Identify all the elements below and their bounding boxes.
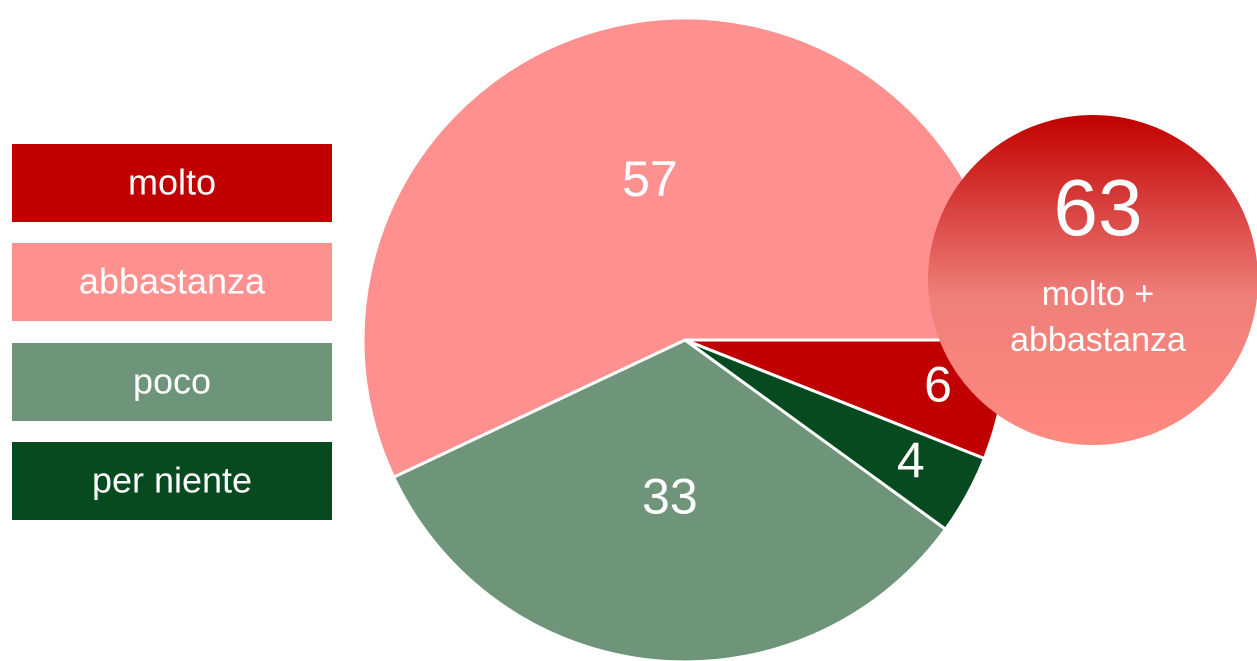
summary-label: molto + (1042, 275, 1154, 313)
summary-value: 63 (1054, 163, 1143, 252)
summary-label: abbastanza (1010, 321, 1186, 359)
legend-swatch (12, 144, 332, 222)
legend-swatch (12, 243, 332, 321)
slice-label: 33 (642, 468, 698, 524)
legend-label: poco (133, 361, 211, 402)
legend: molto abbastanza poco per niente (12, 144, 332, 520)
legend-label: per niente (92, 460, 252, 501)
legend-label: molto (128, 162, 216, 203)
slice-label: 4 (897, 432, 925, 488)
legend-swatch (12, 442, 332, 520)
legend-swatch (12, 343, 332, 421)
pie-slice (391, 338, 948, 661)
pie: 6 4 33 57 (361, 16, 1009, 661)
slice-label: 6 (924, 356, 952, 412)
pie-slice (361, 16, 1009, 480)
legend-label: abbastanza (79, 261, 266, 302)
slice-label: 57 (622, 151, 678, 207)
summary-bubble (928, 115, 1257, 445)
